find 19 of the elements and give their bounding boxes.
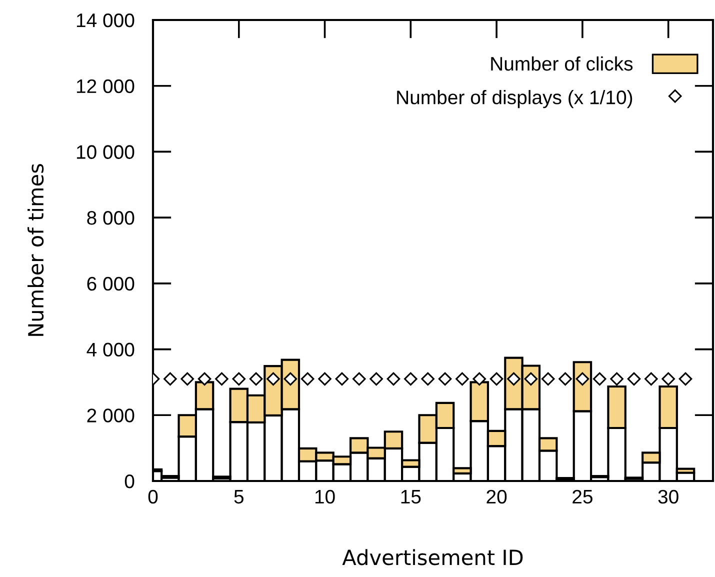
y-tick-label: 8 000 — [87, 211, 134, 225]
x-tick-label: 5 — [234, 490, 244, 504]
x-tick-label: 0 — [148, 490, 158, 504]
y-axis-title: Number of times — [28, 164, 44, 336]
x-tick-label: 25 — [572, 490, 592, 504]
y-tick-label: 10 000 — [76, 145, 134, 159]
y-tick-label: 2 000 — [87, 408, 134, 422]
x-tick-label: 15 — [401, 490, 421, 504]
y-tick-label: 0 — [124, 474, 134, 488]
x-tick-label: 30 — [658, 490, 678, 504]
y-tick-label: 4 000 — [86, 342, 134, 357]
x-tick-label: 10 — [315, 490, 335, 504]
y-tick-label: 6 000 — [87, 276, 134, 291]
y-tick-label: 12 000 — [76, 79, 134, 94]
x-axis-title: Advertisement ID — [342, 549, 523, 566]
legend-label: Number of clicks — [491, 56, 633, 71]
legend-label: Number of displays (x 1/10) — [397, 90, 632, 108]
x-tick-label: 20 — [486, 490, 507, 504]
y-tick-label: 14 000 — [76, 13, 134, 28]
